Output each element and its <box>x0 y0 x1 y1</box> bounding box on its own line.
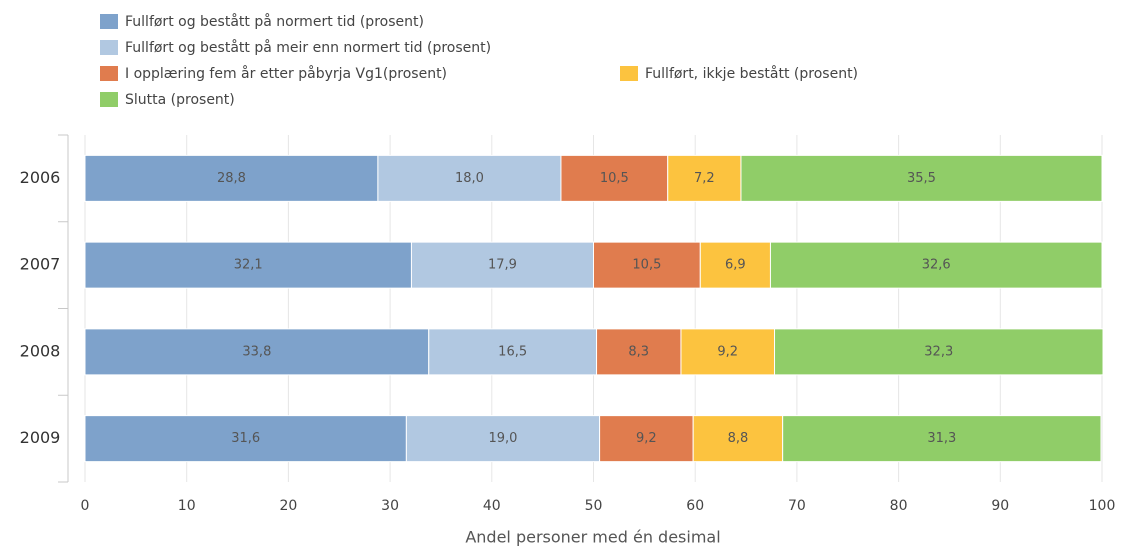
data-label: 33,8 <box>242 344 271 359</box>
legend-swatch <box>620 66 638 81</box>
bar-segment <box>377 154 562 202</box>
x-tick-label: 80 <box>890 498 908 514</box>
data-label: 18,0 <box>455 171 484 186</box>
bar-segment <box>699 241 771 289</box>
bar-segment <box>560 154 669 202</box>
x-tick-label: 60 <box>686 498 704 514</box>
data-label: 9,2 <box>717 344 738 359</box>
bar-segment <box>599 415 694 463</box>
legend-swatch <box>100 40 118 55</box>
data-label: 31,6 <box>231 431 260 446</box>
data-label: 10,5 <box>600 171 629 186</box>
bar-segment <box>774 328 1104 376</box>
legend-swatch <box>100 14 118 29</box>
y-tick-label: 2009 <box>20 428 61 447</box>
bar-segment <box>740 154 1103 202</box>
x-tick-label: 10 <box>178 498 196 514</box>
x-tick-label: 100 <box>1089 498 1116 514</box>
data-label: 28,8 <box>217 171 246 186</box>
data-label: 16,5 <box>498 344 527 359</box>
bar-segment <box>782 415 1102 463</box>
bar-segment <box>405 415 601 463</box>
legend-label: Slutta (prosent) <box>125 92 235 108</box>
data-label: 32,3 <box>924 344 953 359</box>
legend-swatch <box>100 92 118 107</box>
y-tick-label: 2008 <box>20 341 61 360</box>
x-tick-label: 20 <box>279 498 297 514</box>
data-label: 6,9 <box>725 258 746 273</box>
data-label: 8,8 <box>728 431 749 446</box>
y-tick-label: 2006 <box>20 168 61 187</box>
bar-segment <box>84 415 407 463</box>
data-label: 7,2 <box>694 171 715 186</box>
x-axis-label: Andel personer med én desimal <box>465 528 720 547</box>
data-label: 32,6 <box>922 258 951 273</box>
x-tick-label: 30 <box>381 498 399 514</box>
x-tick-label: 0 <box>81 498 90 514</box>
data-label: 10,5 <box>632 258 661 273</box>
data-label: 31,3 <box>927 431 956 446</box>
x-tick-label: 90 <box>991 498 1009 514</box>
bar-segment <box>84 241 412 289</box>
x-tick-label: 40 <box>483 498 501 514</box>
data-label: 17,9 <box>488 258 517 273</box>
bar-segment <box>593 241 701 289</box>
legend-label: Fullført, ikkje bestått (prosent) <box>645 65 858 82</box>
bar-segment <box>769 241 1103 289</box>
legend-swatch <box>100 66 118 81</box>
data-label: 19,0 <box>489 431 518 446</box>
y-tick-label: 2007 <box>20 255 61 274</box>
legend-label: Fullført og bestått på normert tid (pros… <box>125 13 424 30</box>
bar-segment <box>692 415 784 463</box>
legend-label: Fullført og bestått på meir enn normert … <box>125 39 491 56</box>
data-label: 9,2 <box>636 431 657 446</box>
data-label: 8,3 <box>628 344 649 359</box>
bar-segment <box>84 154 379 202</box>
bar-segment <box>84 328 430 376</box>
x-tick-label: 70 <box>788 498 806 514</box>
legend-label: I opplæring fem år etter påbyrja Vg1(pro… <box>125 65 447 82</box>
data-label: 35,5 <box>907 171 936 186</box>
bar-segment <box>410 241 594 289</box>
data-label: 32,1 <box>234 258 263 273</box>
x-tick-label: 50 <box>585 498 603 514</box>
